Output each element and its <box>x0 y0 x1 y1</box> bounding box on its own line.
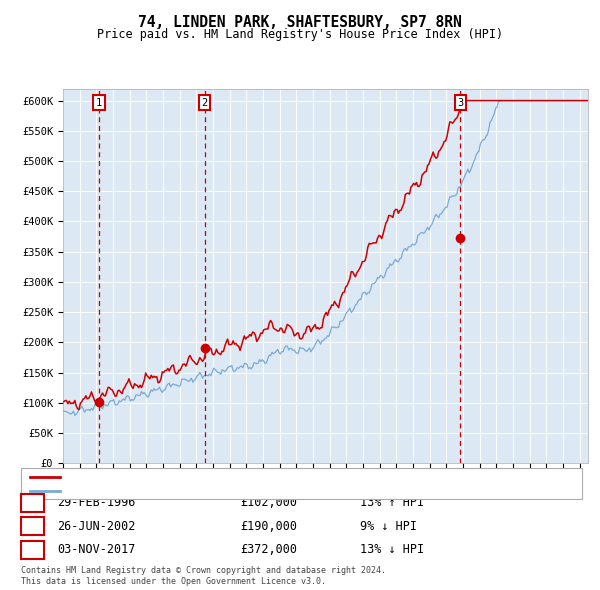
Text: This data is licensed under the Open Government Licence v3.0.: This data is licensed under the Open Gov… <box>21 577 326 586</box>
Text: £190,000: £190,000 <box>240 520 297 533</box>
Text: 9% ↓ HPI: 9% ↓ HPI <box>360 520 417 533</box>
Text: 29-FEB-1996: 29-FEB-1996 <box>57 496 136 509</box>
Text: 1: 1 <box>96 98 102 108</box>
Text: 74, LINDEN PARK, SHAFTESBURY, SP7 8RN: 74, LINDEN PARK, SHAFTESBURY, SP7 8RN <box>138 15 462 30</box>
Text: 3: 3 <box>29 543 36 556</box>
Text: 2: 2 <box>29 520 36 533</box>
Text: Price paid vs. HM Land Registry's House Price Index (HPI): Price paid vs. HM Land Registry's House … <box>97 28 503 41</box>
Text: 74, LINDEN PARK, SHAFTESBURY, SP7 8RN (detached house): 74, LINDEN PARK, SHAFTESBURY, SP7 8RN (d… <box>66 472 383 482</box>
Text: 3: 3 <box>457 98 463 108</box>
Text: 26-JUN-2002: 26-JUN-2002 <box>57 520 136 533</box>
Text: 2: 2 <box>202 98 208 108</box>
Text: 13% ↓ HPI: 13% ↓ HPI <box>360 543 424 556</box>
Text: 03-NOV-2017: 03-NOV-2017 <box>57 543 136 556</box>
Text: £372,000: £372,000 <box>240 543 297 556</box>
Text: 1: 1 <box>29 496 36 509</box>
Text: Contains HM Land Registry data © Crown copyright and database right 2024.: Contains HM Land Registry data © Crown c… <box>21 566 386 575</box>
Text: £102,000: £102,000 <box>240 496 297 509</box>
Text: HPI: Average price, detached house, Dorset: HPI: Average price, detached house, Dors… <box>66 486 313 496</box>
Text: 13% ↑ HPI: 13% ↑ HPI <box>360 496 424 509</box>
